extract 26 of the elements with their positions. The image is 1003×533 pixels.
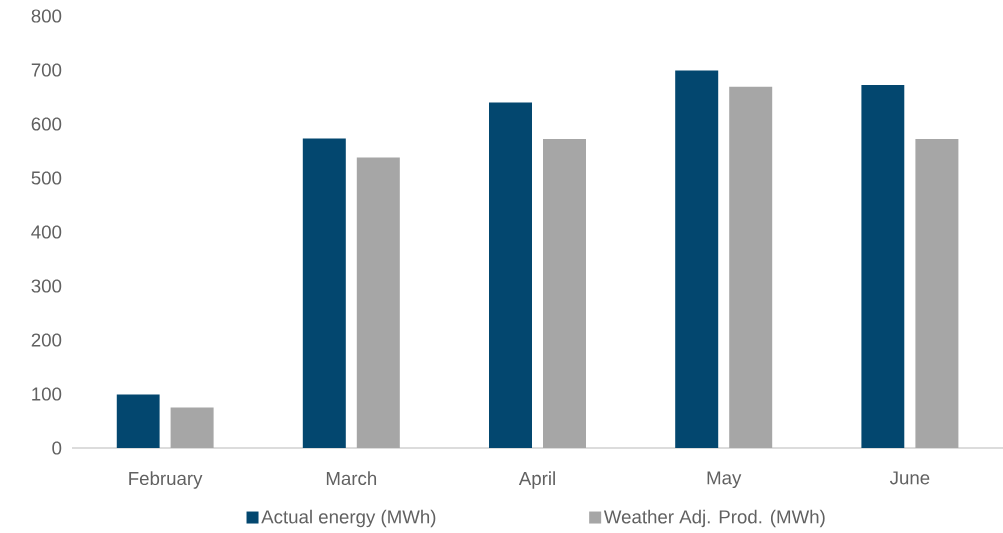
x-tick-label: June bbox=[889, 471, 930, 485]
bar bbox=[861, 85, 905, 448]
y-tick-label: 0 bbox=[52, 441, 62, 455]
y-tick-label: 100 bbox=[32, 387, 62, 401]
y-tick-label: 600 bbox=[31, 117, 62, 131]
y-tick-label: 800 bbox=[31, 9, 62, 23]
x-tick-label: April bbox=[518, 471, 555, 489]
bar bbox=[489, 102, 532, 448]
bar bbox=[729, 86, 773, 448]
bar bbox=[356, 157, 400, 448]
bar bbox=[543, 139, 587, 448]
bar bbox=[915, 139, 959, 448]
y-tick-label: 300 bbox=[31, 279, 62, 293]
bar bbox=[116, 394, 160, 448]
x-tick-label: February bbox=[129, 471, 203, 489]
y-tick-label: 400 bbox=[31, 225, 62, 239]
x-tick-label: March bbox=[326, 471, 377, 486]
x-tick-label: May bbox=[707, 471, 742, 489]
y-tick-label: 500 bbox=[31, 171, 62, 185]
bar bbox=[302, 138, 346, 448]
bar bbox=[170, 407, 214, 448]
legend-label: Actual energy (MWh) bbox=[261, 509, 436, 528]
bar bbox=[675, 70, 719, 448]
legend-label: Weather Adj. Prod. (MWh) bbox=[603, 509, 825, 528]
y-tick-label: 200 bbox=[31, 333, 62, 347]
y-tick-label: 700 bbox=[31, 63, 62, 77]
